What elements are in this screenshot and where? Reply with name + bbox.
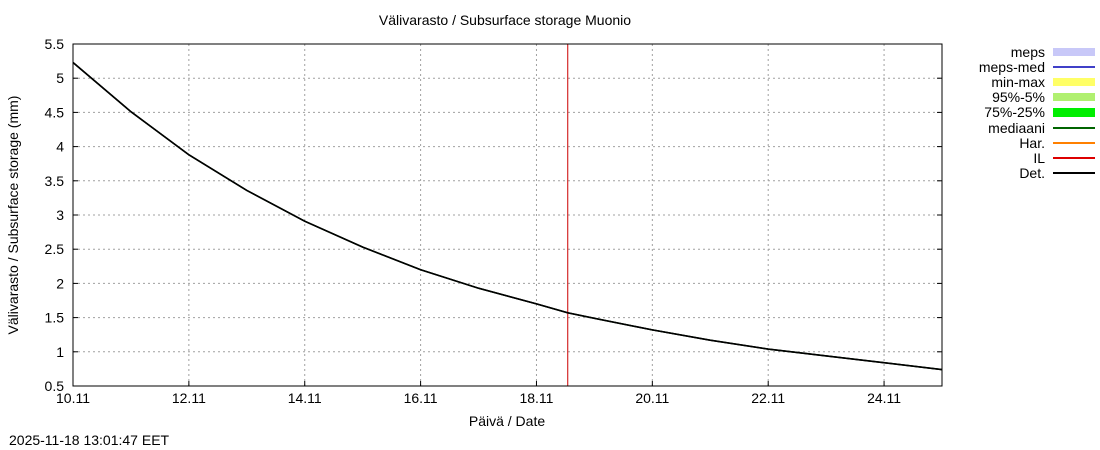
y-tick-label: 2.5 — [45, 241, 65, 257]
x-tick-label: 12.11 — [172, 390, 206, 406]
x-tick-label: 18.11 — [519, 390, 553, 406]
x-tick-label: 14.11 — [288, 390, 322, 406]
y-tick-label: 3.5 — [45, 173, 65, 189]
legend-swatch — [1053, 172, 1095, 175]
chart-title: Välivarasto / Subsurface storage Muonio — [378, 12, 632, 28]
legend: meps meps-med min-max 95%-5% 75%-25% med… — [945, 44, 1095, 181]
x-tick-label: 16.11 — [404, 390, 438, 406]
legend-item: Det. — [945, 166, 1095, 181]
x-tick-label: 10.11 — [56, 390, 90, 406]
legend-item: 95%-5% — [945, 90, 1095, 105]
x-tick-label: 22.11 — [751, 390, 785, 406]
legend-item: meps-med — [945, 59, 1095, 74]
y-tick-label: 0.5 — [45, 378, 65, 394]
x-tick-label: 20.11 — [635, 390, 669, 406]
y-tick-label: 2 — [56, 275, 64, 291]
legend-item: min-max — [945, 74, 1095, 89]
legend-item: 75%-25% — [945, 105, 1095, 120]
legend-swatch — [1053, 141, 1095, 144]
series-line-det — [72, 61, 943, 371]
legend-item: meps — [945, 44, 1095, 59]
y-tick-label: 5 — [56, 70, 64, 86]
y-tick-label: 5.5 — [45, 36, 65, 52]
y-tick-label: 1.5 — [45, 310, 65, 326]
y-tick-label: 1 — [56, 344, 64, 360]
y-tick-label: 4.5 — [45, 104, 65, 120]
legend-item: mediaani — [945, 120, 1095, 135]
series-line-det — [72, 61, 943, 371]
legend-swatch — [1053, 93, 1095, 102]
plot-border — [72, 43, 943, 387]
y-tick-label: 4 — [56, 139, 64, 155]
timestamp: 2025-11-18 13:01:47 EET — [9, 432, 170, 448]
legend-swatch — [1053, 156, 1095, 159]
legend-swatch — [1053, 107, 1095, 117]
legend-swatch — [1053, 77, 1095, 86]
legend-item: IL — [945, 150, 1095, 165]
legend-swatch — [1053, 47, 1095, 56]
legend-swatch — [1053, 65, 1095, 68]
series-line-mediaani — [72, 62, 943, 371]
legend-item: Har. — [945, 135, 1095, 150]
x-axis-label: Päivä / Date — [468, 413, 546, 429]
legend-swatch — [1053, 126, 1095, 129]
x-tick-label: 24.11 — [867, 390, 901, 406]
y-tick-label: 3 — [56, 207, 64, 223]
